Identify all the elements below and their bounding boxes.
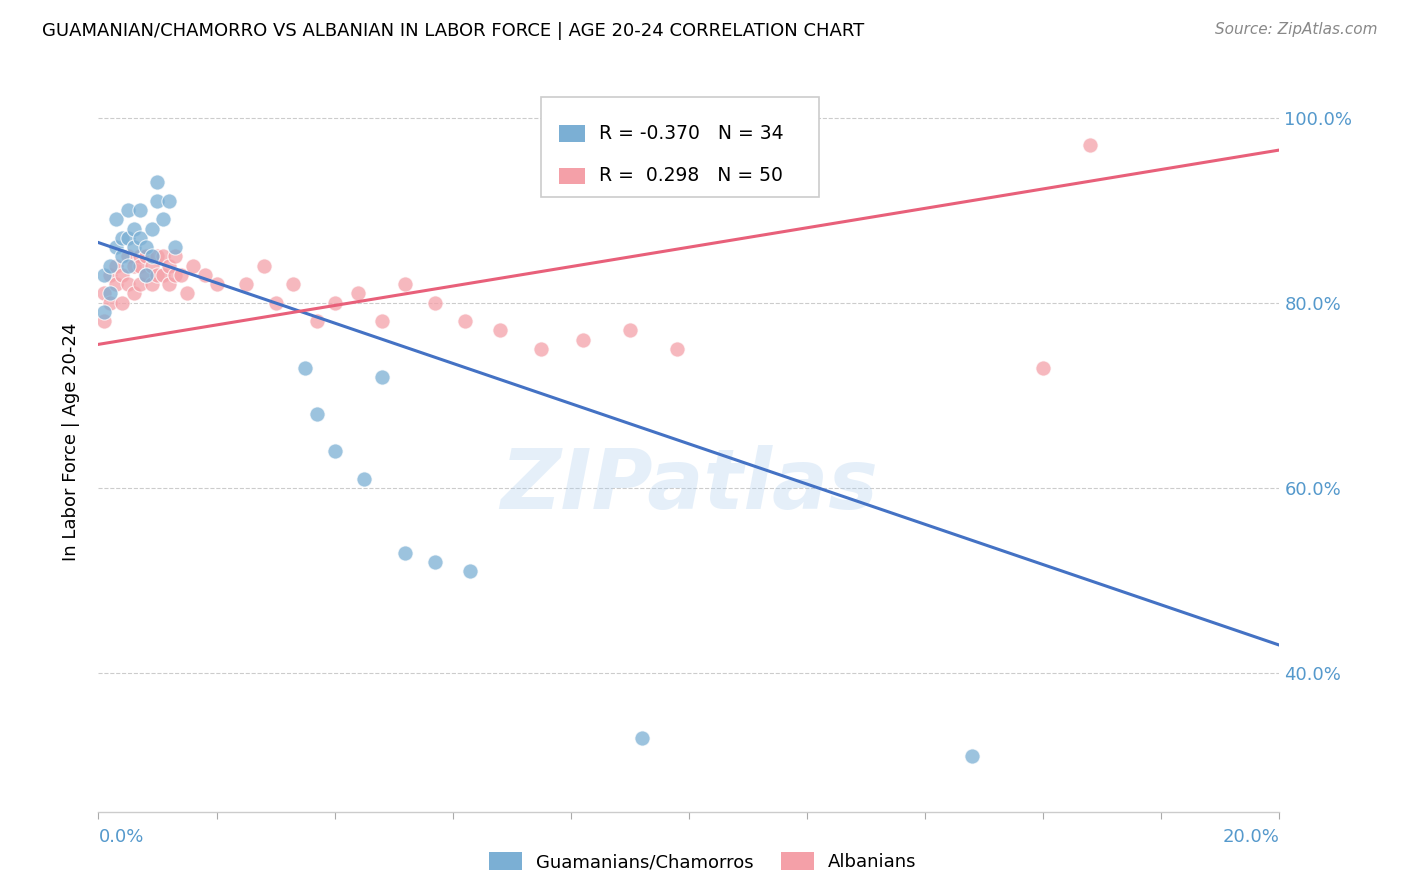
Point <box>619 323 641 337</box>
Point <box>423 555 446 569</box>
Point <box>489 323 512 337</box>
Point <box>253 259 276 273</box>
Point <box>423 295 446 310</box>
Point <box>111 295 134 310</box>
Point <box>128 277 150 292</box>
Point <box>666 342 689 356</box>
Point <box>460 564 482 578</box>
Point <box>394 545 416 560</box>
Point <box>305 314 328 328</box>
Point <box>128 250 150 264</box>
Point <box>128 259 150 273</box>
Point <box>371 314 394 328</box>
FancyBboxPatch shape <box>560 168 585 184</box>
Point <box>128 231 150 245</box>
Point <box>117 277 139 292</box>
Point <box>93 268 115 282</box>
Point <box>135 268 157 282</box>
FancyBboxPatch shape <box>541 97 818 197</box>
Point <box>141 221 163 235</box>
Point <box>98 259 121 273</box>
Point <box>453 314 475 328</box>
Point <box>323 443 346 458</box>
Point <box>264 295 287 310</box>
Text: R = -0.370   N = 34: R = -0.370 N = 34 <box>599 124 783 143</box>
Point <box>93 286 115 301</box>
Point <box>141 277 163 292</box>
Text: Source: ZipAtlas.com: Source: ZipAtlas.com <box>1215 22 1378 37</box>
Point <box>135 240 157 254</box>
Point <box>141 250 163 264</box>
Point <box>98 268 121 282</box>
Point <box>194 268 217 282</box>
Text: ZIPatlas: ZIPatlas <box>501 445 877 526</box>
Point <box>353 472 375 486</box>
Point <box>571 333 593 347</box>
Point <box>323 295 346 310</box>
Point <box>294 360 316 375</box>
Y-axis label: In Labor Force | Age 20-24: In Labor Force | Age 20-24 <box>62 322 80 561</box>
Point <box>157 194 180 208</box>
Point <box>141 259 163 273</box>
Point <box>146 175 169 190</box>
Point <box>152 250 174 264</box>
Point <box>105 277 128 292</box>
Point <box>530 342 553 356</box>
Point <box>165 268 187 282</box>
Point <box>630 731 652 745</box>
Point <box>93 305 115 319</box>
Text: R =  0.298   N = 50: R = 0.298 N = 50 <box>599 166 783 186</box>
Point <box>105 212 128 227</box>
Point <box>146 268 169 282</box>
Point <box>170 268 193 282</box>
Point <box>152 268 174 282</box>
Point <box>176 286 198 301</box>
Text: 20.0%: 20.0% <box>1223 829 1279 847</box>
Point <box>117 231 139 245</box>
Point <box>111 268 134 282</box>
Point <box>111 250 134 264</box>
Point <box>165 250 187 264</box>
Point <box>122 221 145 235</box>
Point <box>146 250 169 264</box>
Point <box>1032 360 1054 375</box>
Point <box>128 203 150 218</box>
Point <box>205 277 228 292</box>
Point <box>962 749 984 764</box>
Point <box>235 277 257 292</box>
Point <box>111 231 134 245</box>
Point <box>117 203 139 218</box>
Point <box>347 286 370 301</box>
Point <box>157 277 180 292</box>
Point <box>98 286 121 301</box>
Point <box>1080 138 1102 153</box>
Point <box>371 369 394 384</box>
Point <box>305 407 328 421</box>
Point <box>146 194 169 208</box>
Point <box>152 212 174 227</box>
Point <box>117 250 139 264</box>
Text: 0.0%: 0.0% <box>98 829 143 847</box>
Text: GUAMANIAN/CHAMORRO VS ALBANIAN IN LABOR FORCE | AGE 20-24 CORRELATION CHART: GUAMANIAN/CHAMORRO VS ALBANIAN IN LABOR … <box>42 22 865 40</box>
Point <box>117 259 139 273</box>
Point <box>105 259 128 273</box>
Point <box>122 259 145 273</box>
Point <box>283 277 305 292</box>
Point <box>181 259 204 273</box>
Point <box>157 259 180 273</box>
Point <box>165 240 187 254</box>
Point <box>135 250 157 264</box>
Legend: Guamanians/Chamorros, Albanians: Guamanians/Chamorros, Albanians <box>482 845 924 879</box>
Point <box>98 295 121 310</box>
Point <box>105 240 128 254</box>
Point <box>135 268 157 282</box>
Point <box>93 314 115 328</box>
Point <box>394 277 416 292</box>
FancyBboxPatch shape <box>560 126 585 142</box>
Point <box>122 240 145 254</box>
Point <box>122 286 145 301</box>
